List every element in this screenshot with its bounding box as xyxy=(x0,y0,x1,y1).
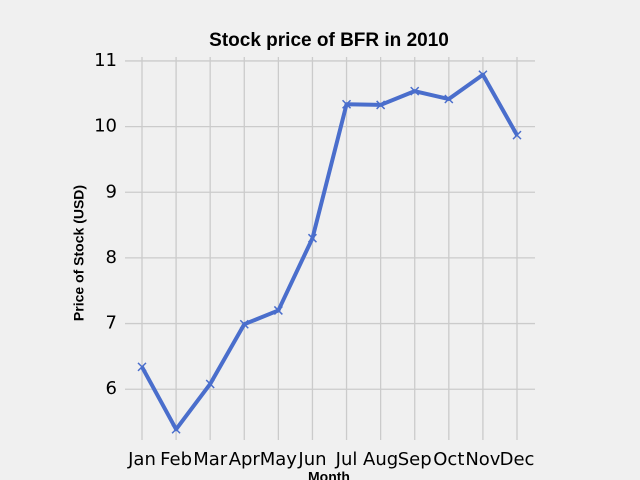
data-point xyxy=(239,319,249,329)
y-tick-label: 11 xyxy=(94,50,117,71)
chart-title: Stock price of BFR in 2010 xyxy=(209,30,449,51)
y-tick-label: 7 xyxy=(106,313,117,334)
data-point xyxy=(512,130,522,140)
x-axis-label: Month xyxy=(308,469,350,480)
x-tick-label: Apr xyxy=(229,449,261,470)
y-tick-label: 9 xyxy=(106,181,117,202)
y-tick-label: 10 xyxy=(94,116,117,137)
data-point xyxy=(307,233,317,243)
x-tick-label: Jan xyxy=(127,449,156,470)
x-tick-label: Jul xyxy=(335,449,358,470)
y-tick-label: 8 xyxy=(106,247,117,268)
x-tick-label: Dec xyxy=(500,449,535,470)
y-axis-label: Price of Stock (USD) xyxy=(71,185,87,321)
x-tick-label: Aug xyxy=(363,449,398,470)
x-tick-label: Nov xyxy=(465,449,500,470)
data-point xyxy=(342,99,352,109)
data-point xyxy=(137,362,147,372)
x-tick-label: Jun xyxy=(297,449,326,470)
data-point xyxy=(171,424,181,434)
data-point xyxy=(478,70,488,80)
data-point xyxy=(273,305,283,315)
x-tick-label: Mar xyxy=(193,449,228,470)
data-point xyxy=(205,379,215,389)
data-point xyxy=(444,94,454,104)
data-point xyxy=(410,86,420,96)
data-line xyxy=(140,72,519,432)
x-tick-label: Sep xyxy=(398,449,432,470)
x-tick-label: May xyxy=(260,449,298,470)
x-tick-label: Oct xyxy=(433,449,464,470)
y-tick-label: 6 xyxy=(106,378,117,399)
data-point xyxy=(376,100,386,110)
x-tick-label: Feb xyxy=(160,449,192,470)
